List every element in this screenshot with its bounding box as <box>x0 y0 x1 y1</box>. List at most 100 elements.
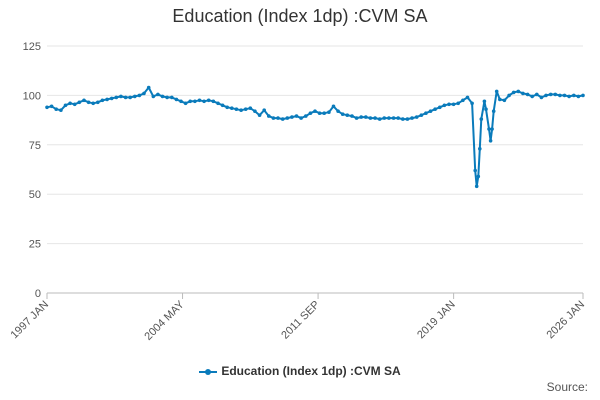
data-point[interactable] <box>478 147 482 151</box>
data-point[interactable] <box>313 109 317 113</box>
data-point[interactable] <box>86 100 91 105</box>
data-point[interactable] <box>340 112 345 116</box>
data-point[interactable] <box>567 94 571 99</box>
data-point[interactable] <box>308 111 313 115</box>
data-point[interactable] <box>49 104 54 109</box>
data-point[interactable] <box>419 113 424 117</box>
data-point[interactable] <box>447 102 451 107</box>
data-point[interactable] <box>63 103 68 108</box>
data-point[interactable] <box>494 89 499 94</box>
data-point[interactable] <box>491 109 496 113</box>
data-point[interactable] <box>197 98 202 103</box>
data-point[interactable] <box>109 96 114 101</box>
data-point[interactable] <box>387 116 391 120</box>
data-point[interactable] <box>137 93 142 98</box>
data-point[interactable] <box>507 93 511 98</box>
data-point[interactable] <box>405 117 410 121</box>
data-point[interactable] <box>490 127 494 131</box>
data-point[interactable] <box>354 116 359 120</box>
data-point[interactable] <box>45 105 49 110</box>
data-point[interactable] <box>174 97 179 102</box>
data-point[interactable] <box>179 99 183 104</box>
data-point[interactable] <box>396 116 401 120</box>
data-point[interactable] <box>364 115 368 119</box>
data-point[interactable] <box>581 93 585 98</box>
data-point[interactable] <box>128 95 132 100</box>
data-point[interactable] <box>225 105 229 110</box>
data-point[interactable] <box>474 184 479 189</box>
data-point[interactable] <box>290 115 294 119</box>
data-point[interactable] <box>123 95 128 100</box>
data-point[interactable] <box>373 116 377 120</box>
data-point[interactable] <box>304 114 308 118</box>
data-point[interactable] <box>539 95 544 100</box>
data-point[interactable] <box>558 93 562 98</box>
data-point[interactable] <box>502 98 507 103</box>
data-point[interactable] <box>105 97 109 102</box>
data-point[interactable] <box>553 92 558 97</box>
data-point[interactable] <box>72 102 77 107</box>
data-point[interactable] <box>345 113 350 117</box>
data-point[interactable] <box>146 85 151 90</box>
data-point[interactable] <box>461 98 465 103</box>
data-point[interactable] <box>410 116 414 120</box>
data-point[interactable] <box>151 94 156 99</box>
data-point[interactable] <box>82 98 86 103</box>
data-point[interactable] <box>473 168 478 173</box>
data-point[interactable] <box>484 107 488 111</box>
data-point[interactable] <box>530 94 534 99</box>
data-point[interactable] <box>451 102 456 107</box>
data-point[interactable] <box>382 116 387 120</box>
data-point[interactable] <box>521 91 525 96</box>
data-point[interactable] <box>271 116 276 120</box>
data-point[interactable] <box>488 139 493 143</box>
data-point[interactable] <box>206 98 211 103</box>
data-point[interactable] <box>54 107 58 111</box>
data-point[interactable] <box>202 99 206 104</box>
data-point[interactable] <box>470 101 474 106</box>
data-point[interactable] <box>511 90 516 95</box>
data-point[interactable] <box>77 100 82 105</box>
data-point[interactable] <box>220 103 225 108</box>
data-point[interactable] <box>535 92 539 97</box>
data-point[interactable] <box>156 92 160 97</box>
data-point[interactable] <box>243 107 248 111</box>
data-point[interactable] <box>160 94 165 99</box>
data-point[interactable] <box>433 107 437 111</box>
data-point[interactable] <box>479 117 484 121</box>
data-point[interactable] <box>183 101 188 106</box>
data-point[interactable] <box>96 100 100 105</box>
data-point[interactable] <box>428 109 433 113</box>
data-point[interactable] <box>498 97 502 102</box>
data-point[interactable] <box>487 127 491 131</box>
data-point[interactable] <box>544 93 548 98</box>
data-point[interactable] <box>391 116 396 120</box>
data-point[interactable] <box>368 116 373 120</box>
data-point[interactable] <box>142 91 146 96</box>
data-point[interactable] <box>317 111 322 115</box>
data-point[interactable] <box>516 89 521 94</box>
data-point[interactable] <box>170 95 174 100</box>
data-point[interactable] <box>133 94 137 99</box>
data-point[interactable] <box>216 101 220 106</box>
data-point[interactable] <box>59 108 63 112</box>
data-point[interactable] <box>68 101 72 106</box>
data-point[interactable] <box>322 111 327 115</box>
data-point[interactable] <box>276 116 280 120</box>
data-point[interactable] <box>336 109 340 113</box>
data-point[interactable] <box>350 114 354 118</box>
data-point[interactable] <box>165 95 169 100</box>
data-point[interactable] <box>465 95 470 100</box>
data-point[interactable] <box>100 98 105 103</box>
series-line[interactable] <box>46 86 584 188</box>
data-point[interactable] <box>267 114 271 118</box>
data-point[interactable] <box>119 94 123 99</box>
data-point[interactable] <box>327 110 331 114</box>
data-point[interactable] <box>525 92 530 97</box>
data-point[interactable] <box>401 117 405 121</box>
data-point[interactable] <box>114 95 119 100</box>
data-point[interactable] <box>414 115 419 119</box>
data-point[interactable] <box>211 99 216 104</box>
data-point[interactable] <box>576 94 581 99</box>
data-point[interactable] <box>377 117 382 121</box>
